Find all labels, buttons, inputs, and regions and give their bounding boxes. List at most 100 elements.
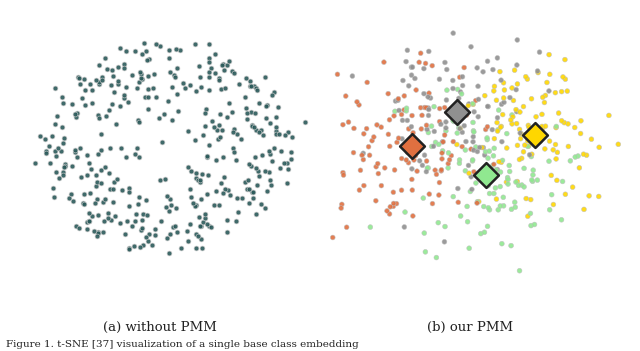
Point — [468, 128, 479, 134]
Point — [246, 83, 256, 88]
Point — [523, 122, 533, 128]
Point — [552, 178, 562, 183]
Point — [507, 85, 517, 91]
Point — [191, 88, 202, 94]
Point — [200, 216, 211, 221]
Point — [143, 94, 153, 100]
Point — [103, 215, 113, 221]
Point — [557, 179, 568, 184]
Point — [223, 187, 234, 193]
Point — [511, 107, 521, 112]
Point — [402, 118, 412, 123]
Point — [501, 179, 511, 185]
Point — [137, 225, 147, 231]
Point — [260, 103, 271, 108]
Point — [524, 136, 534, 141]
Point — [472, 172, 483, 178]
Point — [420, 61, 431, 66]
Point — [352, 99, 362, 105]
Point — [176, 245, 186, 251]
Point — [529, 142, 540, 147]
Point — [254, 173, 264, 179]
Point — [415, 51, 426, 56]
Point — [268, 158, 278, 164]
Point — [40, 137, 51, 142]
Point — [407, 166, 417, 172]
Point — [416, 126, 426, 132]
Point — [163, 99, 173, 104]
Point — [551, 156, 561, 162]
Point — [180, 85, 190, 91]
Point — [498, 194, 508, 200]
Point — [202, 153, 212, 158]
Point — [82, 172, 92, 178]
Point — [562, 88, 572, 94]
Point — [530, 132, 540, 138]
Point — [563, 144, 573, 149]
Point — [533, 70, 543, 75]
Point — [362, 126, 372, 131]
Point — [463, 103, 474, 108]
Point — [188, 200, 198, 206]
Point — [181, 228, 191, 234]
Point — [264, 148, 274, 154]
Point — [137, 77, 147, 82]
Point — [444, 157, 454, 163]
Point — [427, 63, 437, 68]
Point — [411, 148, 421, 154]
Point — [275, 166, 285, 171]
Point — [86, 166, 97, 172]
Point — [51, 85, 61, 91]
Point — [256, 201, 266, 207]
Point — [215, 111, 225, 117]
Point — [115, 220, 125, 225]
Point — [570, 154, 580, 160]
Point — [47, 133, 57, 138]
Point — [133, 202, 143, 207]
Point — [172, 229, 182, 235]
Point — [253, 100, 264, 106]
Point — [568, 184, 578, 190]
Point — [245, 83, 255, 88]
Point — [431, 172, 442, 177]
Point — [88, 229, 99, 234]
Point — [424, 113, 434, 118]
Point — [195, 224, 205, 229]
Point — [407, 113, 417, 118]
Point — [127, 224, 137, 229]
Point — [75, 145, 85, 151]
Point — [452, 186, 463, 191]
Point — [51, 153, 61, 158]
Point — [307, 76, 317, 82]
Point — [58, 94, 68, 100]
Point — [554, 110, 564, 116]
Point — [337, 201, 347, 207]
Point — [262, 188, 273, 194]
Text: Figure 1. t-SNE [37] visualization of a single base class embedding: Figure 1. t-SNE [37] visualization of a … — [6, 340, 359, 349]
Point — [30, 160, 40, 166]
Point — [436, 167, 447, 173]
Point — [558, 74, 568, 80]
Point — [390, 167, 400, 173]
Point — [179, 80, 189, 86]
Point — [195, 178, 205, 183]
Text: (b) our PMM: (b) our PMM — [428, 321, 513, 334]
Point — [488, 153, 499, 159]
Point — [398, 78, 408, 83]
Point — [93, 112, 103, 118]
Point — [94, 62, 104, 67]
Point — [103, 211, 113, 216]
Point — [51, 113, 61, 119]
Point — [428, 201, 438, 206]
Point — [90, 200, 100, 206]
Point — [241, 75, 251, 81]
Point — [155, 178, 165, 183]
Point — [415, 158, 425, 164]
Point — [450, 118, 460, 124]
Point — [412, 168, 422, 174]
Point — [529, 222, 540, 227]
Point — [428, 144, 438, 149]
Point — [542, 80, 552, 85]
Point — [529, 128, 539, 133]
Point — [438, 148, 448, 154]
